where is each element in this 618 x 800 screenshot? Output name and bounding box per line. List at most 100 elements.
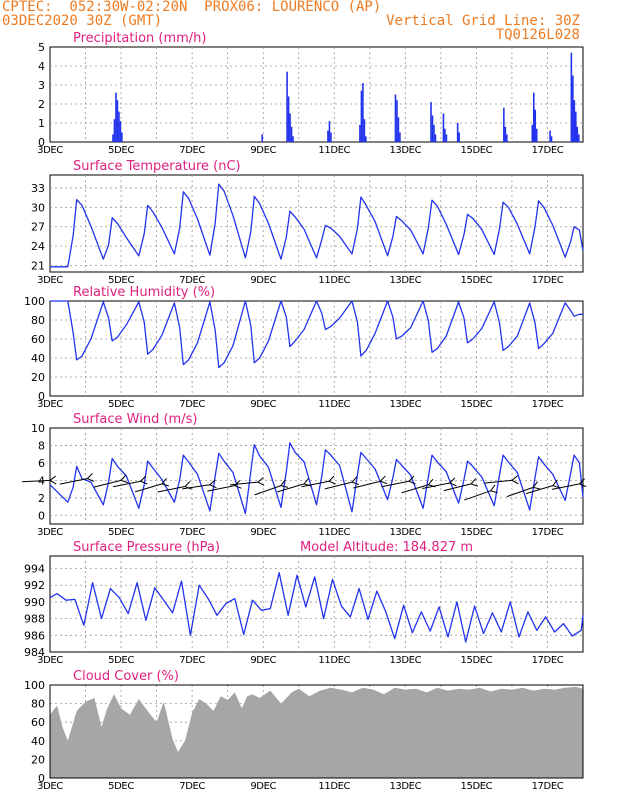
wind-arrow-shaft: [443, 483, 472, 492]
precip-bar: [121, 132, 123, 142]
wind-arrow-shaft: [182, 484, 210, 490]
humidity-x-tick-label: 15DEC: [461, 399, 493, 410]
precip-bar: [456, 123, 459, 142]
wind-y-tick-label: 10: [31, 422, 45, 435]
precip-bar: [362, 83, 364, 142]
wind-arrow-head: [86, 473, 95, 482]
precip-bar: [330, 132, 332, 142]
pressure-x-tick-label: 17DEC: [532, 655, 564, 666]
humidity-panel-title: Relative Humidity (%): [73, 285, 215, 300]
wind-arrow-head: [161, 477, 169, 487]
precip-bar: [535, 128, 538, 142]
wind-arrow-head: [408, 475, 416, 485]
precip-bar: [445, 134, 448, 142]
cloud-y-tick-label: 60: [31, 716, 45, 729]
wind-arrow-head: [489, 484, 498, 494]
precip-bar: [286, 71, 288, 142]
wind-arrow-shaft: [93, 479, 122, 488]
wind-arrow-head: [511, 475, 519, 485]
pressure-x-tick-label: 9DEC: [250, 655, 276, 666]
precip-bar: [550, 136, 553, 142]
wind-x-tick-label: 3DEC: [37, 527, 63, 538]
humidity-x-tick-label: 13DEC: [389, 399, 421, 410]
cloud-x-tick-label: 13DEC: [389, 781, 421, 792]
precip-y-tick-label: 0: [38, 136, 45, 149]
wind-arrow-head: [351, 476, 359, 486]
temp-x-tick-label: 13DEC: [389, 275, 421, 286]
precip-bar: [577, 134, 580, 142]
precip-y-tick-label: 5: [38, 41, 45, 54]
precip-x-tick-label: 15DEC: [461, 145, 493, 156]
precip-x-tick-label: 11DEC: [318, 145, 350, 156]
temp-y-tick-label: 27: [31, 221, 45, 234]
precip-bar: [573, 100, 576, 142]
pressure-plot-frame: [49, 555, 584, 653]
humidity-x-tick-label: 11DEC: [318, 399, 350, 410]
precip-bar: [504, 126, 507, 142]
temp-x-tick-label: 17DEC: [532, 275, 564, 286]
precip-x-tick-label: 5DEC: [108, 145, 134, 156]
cloud-x-tick-label: 3DEC: [37, 781, 63, 792]
wind-arrow-shaft: [113, 480, 141, 488]
humidity-y-tick-label: 60: [31, 333, 45, 346]
precip-bar: [360, 90, 363, 142]
precip-bar: [115, 92, 117, 142]
wind-arrow-shaft: [59, 478, 88, 485]
wind-arrow-shaft: [22, 479, 51, 483]
precip-bar: [549, 130, 551, 142]
precip-y-tick-label: 4: [38, 60, 45, 73]
temp-x-tick-label: 11DEC: [318, 275, 350, 286]
precip-y-tick-label: 1: [38, 117, 45, 130]
precip-bar: [363, 119, 366, 142]
header-model-code: TQ0126L028: [495, 27, 580, 43]
precip-bar: [532, 92, 535, 142]
header-grid-note: Vertical Grid Line: 30Z: [386, 13, 580, 29]
wind-arrow-shaft: [324, 481, 353, 490]
humidity-y-tick-label: 0: [38, 390, 45, 403]
wind-arrow-shaft: [254, 485, 282, 496]
cloud-y-tick-label: 20: [31, 753, 45, 766]
cloud-cover-area: [50, 686, 583, 778]
precip-plot-frame: [49, 46, 584, 143]
precip-bar: [399, 132, 401, 142]
precip-bar: [433, 124, 435, 142]
pressure-y-tick-label: 990: [24, 596, 45, 609]
cloud-y-tick-label: 80: [31, 698, 45, 711]
temp-x-tick-label: 7DEC: [179, 275, 205, 286]
wind-arrow-shaft: [353, 480, 381, 489]
pressure-x-tick-label: 7DEC: [179, 655, 205, 666]
wind-arrow-head: [470, 478, 479, 487]
precip-bar: [112, 134, 114, 142]
temp-y-tick-label: 21: [31, 260, 45, 273]
precip-bar: [430, 102, 432, 142]
cloud-x-tick-label: 9DEC: [250, 781, 276, 792]
wind-y-tick-label: 2: [38, 492, 45, 505]
precip-bar: [396, 100, 398, 142]
precip-x-tick-label: 3DEC: [37, 145, 63, 156]
wind-arrow-shaft: [134, 483, 163, 493]
wind-arrow-head: [578, 478, 587, 488]
precip-bar: [289, 113, 291, 142]
temp-y-tick-label: 30: [31, 201, 45, 214]
wind-arrow-head: [328, 475, 336, 485]
wind-arrow-head: [120, 474, 129, 484]
humidity-y-tick-label: 40: [31, 352, 45, 365]
cloud-y-tick-label: 0: [38, 772, 45, 785]
precip-bar: [458, 132, 460, 142]
header-location: CPTEC: 052:30W-02:20N PROX06: LOURENCO (…: [2, 0, 382, 15]
cloud-x-tick-label: 11DEC: [318, 781, 350, 792]
pressure-model-altitude: Model Altitude: 184.827 m: [300, 540, 473, 555]
pressure-panel-title: Surface Pressure (hPa): [73, 540, 220, 555]
precip-bar: [118, 111, 120, 142]
precip-bar: [327, 130, 329, 142]
wind-plot-frame: [49, 427, 584, 525]
precip-x-tick-label: 7DEC: [179, 145, 205, 156]
wind-arrow-shaft: [301, 480, 330, 488]
temp-x-tick-label: 3DEC: [37, 275, 63, 286]
humidity-plot-frame: [49, 300, 584, 397]
wind-x-tick-label: 15DEC: [461, 527, 493, 538]
precip-bar: [394, 94, 397, 142]
precip-bar: [531, 124, 534, 142]
cloud-x-tick-label: 5DEC: [108, 781, 134, 792]
wind-arrow-shaft: [484, 479, 512, 484]
